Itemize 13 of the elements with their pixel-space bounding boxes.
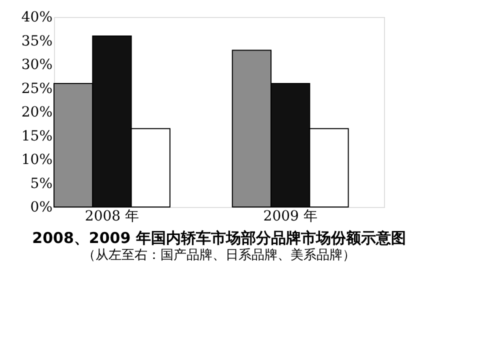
x-tick-label: 2009 年 — [263, 208, 318, 224]
y-tick-label: 25% — [21, 80, 52, 97]
y-tick-label: 30% — [21, 57, 52, 73]
y-tick-label: 35% — [21, 33, 52, 50]
y-tick-label: 5% — [30, 176, 52, 192]
text: （从左至右：国产品牌、日系品牌、美系品牌） — [82, 247, 356, 263]
y-tick-label: 15% — [21, 128, 52, 144]
y-tick-label: 40% — [21, 10, 52, 26]
y-tick-label: 10% — [21, 152, 52, 168]
y-tick-label: 20% — [21, 104, 52, 120]
y-tick-label: 0% — [30, 200, 52, 216]
x-tick-label: 2008 年 — [84, 208, 140, 224]
text: 2008、2009 年国内轿车市场部分品牌市场份额示意图 — [32, 229, 406, 247]
